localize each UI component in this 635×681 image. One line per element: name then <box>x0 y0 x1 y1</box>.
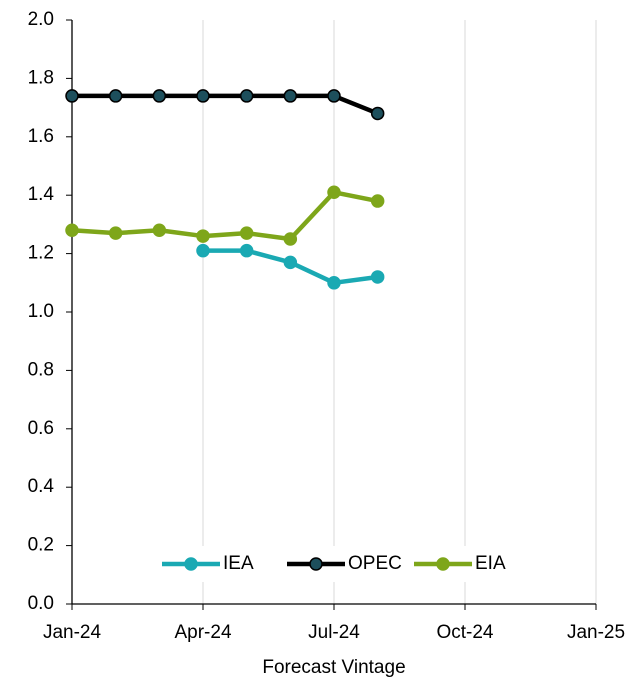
marker <box>196 89 210 103</box>
marker <box>327 89 341 103</box>
x-tick-label: Apr-24 <box>174 622 231 643</box>
legend-marker <box>309 557 323 571</box>
marker <box>370 194 385 208</box>
y-tick-label: 1.0 <box>28 301 54 322</box>
y-tick-label: 1.2 <box>28 243 54 264</box>
x-tick-label: Oct-24 <box>436 622 493 643</box>
x-tick-label: Jan-25 <box>567 622 625 643</box>
marker <box>152 89 167 103</box>
series-line <box>71 190 379 242</box>
series-line <box>72 93 379 116</box>
marker <box>108 89 123 103</box>
y-tick-label: 0.6 <box>28 418 54 439</box>
marker <box>196 243 210 258</box>
marker <box>283 89 298 103</box>
marker <box>327 185 341 200</box>
marker <box>283 255 298 270</box>
y-tick-label: 2.0 <box>28 9 54 30</box>
legend-label: IEA <box>223 553 254 574</box>
x-tick-label: Jul-24 <box>308 622 360 643</box>
marker <box>370 270 385 284</box>
y-tick-label: 0.2 <box>28 535 54 556</box>
marker <box>108 226 123 240</box>
marker <box>370 106 385 121</box>
y-tick-label: 0.8 <box>28 359 54 380</box>
y-tick-label: 0.4 <box>28 476 55 497</box>
legend-marker <box>436 557 450 571</box>
y-tick-label: 1.4 <box>28 184 55 205</box>
x-tick-label: Jan-24 <box>43 622 102 643</box>
marker <box>283 232 298 246</box>
y-tick-label: 0.0 <box>28 593 54 614</box>
marker <box>239 89 254 103</box>
legend-marker <box>184 557 198 571</box>
marker <box>239 226 254 240</box>
legend-label: OPEC <box>348 553 402 574</box>
marker <box>65 223 79 237</box>
marker <box>239 243 254 258</box>
marker <box>196 229 210 243</box>
marker <box>152 223 167 237</box>
y-tick-label: 1.6 <box>28 126 54 147</box>
marker <box>65 89 79 103</box>
x-axis-title: Forecast Vintage <box>262 657 405 678</box>
marker <box>327 276 341 290</box>
y-tick-label: 1.8 <box>28 67 54 88</box>
legend-label: EIA <box>475 553 506 574</box>
